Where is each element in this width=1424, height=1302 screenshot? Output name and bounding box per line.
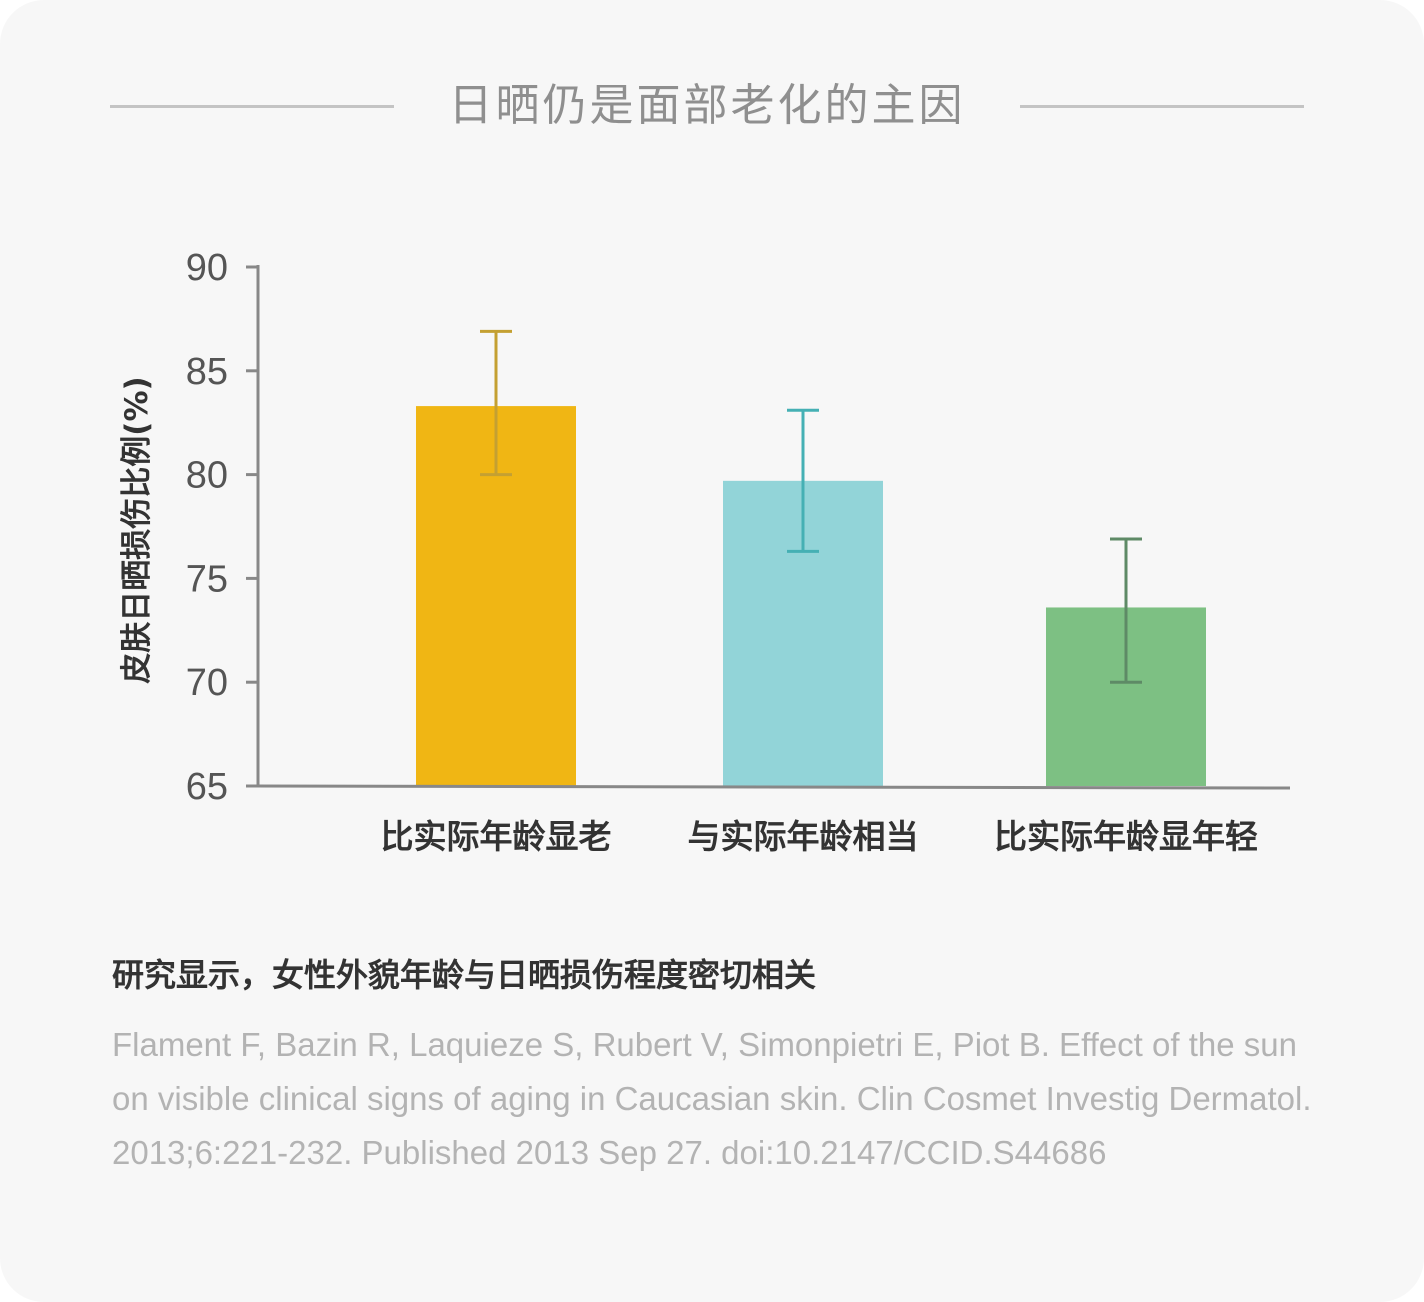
title-row: 日晒仍是面部老化的主因 xyxy=(110,76,1304,136)
title-divider-left xyxy=(110,105,394,108)
axes xyxy=(245,265,1291,790)
y-tick-label: 90 xyxy=(186,247,228,289)
x-axis-labels: 比实际年龄显老 与实际年龄相当 比实际年龄显年轻 xyxy=(381,817,1259,856)
error-bars xyxy=(480,329,1142,684)
title-divider-right xyxy=(1020,105,1304,108)
y-tick-label: 65 xyxy=(186,766,228,808)
x-category-label-3: 比实际年龄显年轻 xyxy=(994,817,1258,856)
y-axis-ticks: 65 70 75 80 85 90 xyxy=(186,247,258,808)
chart-caption: 研究显示，女性外貌年龄与日晒损伤程度密切相关 xyxy=(112,956,817,994)
x-category-label-1: 比实际年龄显老 xyxy=(381,817,612,856)
x-axis-line xyxy=(245,784,1291,790)
y-tick-label: 70 xyxy=(186,662,228,704)
bar-chart: 皮肤日晒损伤比例(%) 657075808590 比实际年龄显老 与实际年龄相当比… xyxy=(119,247,1291,856)
y-axis-label-group: 皮肤日晒损伤比例(%) xyxy=(119,376,155,683)
y-axis-label: 皮肤日晒损伤比例(%) xyxy=(119,376,155,683)
y-tick-label: 85 xyxy=(186,351,228,393)
bars xyxy=(416,406,1206,786)
y-tick-label: 80 xyxy=(186,455,228,497)
citation-text: Flament F, Bazin R, Laquieze S, Rubert V… xyxy=(112,1026,1312,1171)
x-category-label-2: 与实际年龄相当 xyxy=(688,817,919,856)
y-tick-label: 75 xyxy=(186,558,228,600)
page-title: 日晒仍是面部老化的主因 xyxy=(448,80,966,131)
